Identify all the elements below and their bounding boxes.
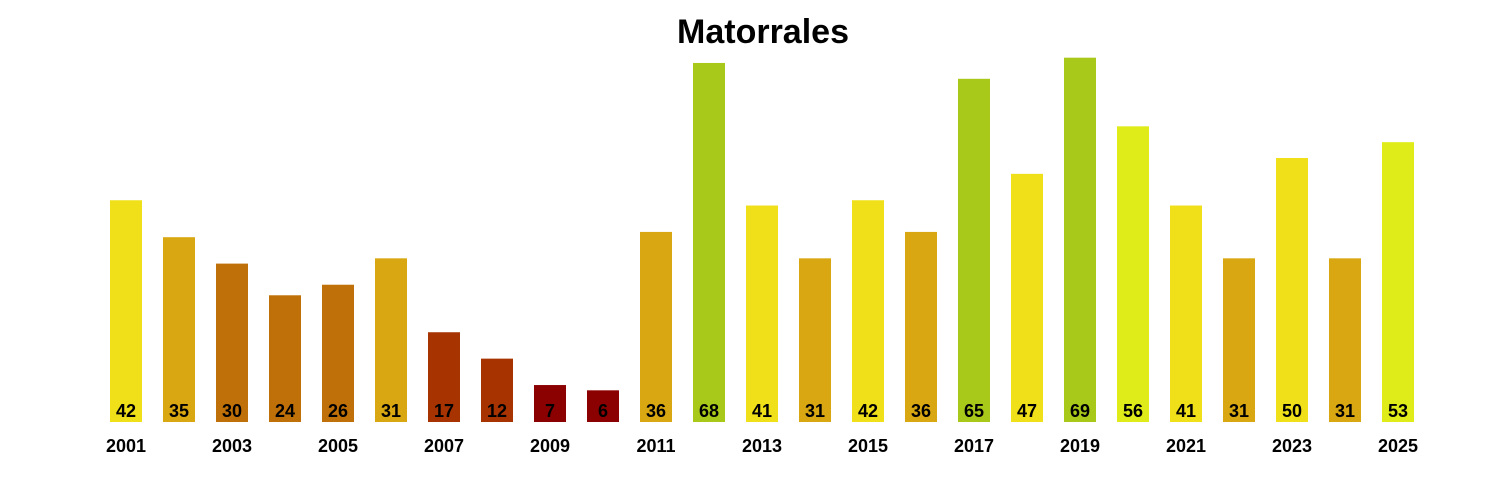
value-label-2011: 36 (646, 401, 666, 421)
bar-2018 (1011, 173, 1043, 422)
value-label-2005: 26 (328, 401, 348, 421)
bar-2024 (1329, 258, 1361, 422)
value-label-2021: 41 (1176, 401, 1196, 421)
chart-title: Matorrales (677, 13, 849, 51)
bar-2020 (1117, 126, 1149, 422)
value-label-2023: 50 (1282, 401, 1302, 421)
bar-2019 (1064, 57, 1096, 423)
bar-2025 (1382, 142, 1414, 422)
value-label-2007: 17 (434, 401, 454, 421)
value-label-2004: 24 (275, 401, 295, 421)
bars-group (110, 57, 1414, 423)
bar-2012 (693, 62, 725, 423)
x-tick-label-2007: 2007 (424, 436, 464, 456)
x-tick-label-2009: 2009 (530, 436, 570, 456)
bar-2010 (587, 390, 619, 422)
bar-2017 (958, 78, 990, 423)
bar-2022 (1223, 258, 1255, 422)
bar-2003 (216, 263, 248, 422)
bar-2005 (322, 284, 354, 422)
x-tick-label-2017: 2017 (954, 436, 994, 456)
value-label-2015: 42 (858, 401, 878, 421)
value-label-2022: 31 (1229, 401, 1249, 421)
value-label-2009: 7 (545, 401, 555, 421)
x-tick-label-2001: 2001 (106, 436, 146, 456)
bar-2023 (1276, 158, 1308, 422)
value-label-2017: 65 (964, 401, 984, 421)
value-label-2008: 12 (487, 401, 507, 421)
bar-2013 (746, 205, 778, 422)
x-tick-labels-group: 2001 2003 2005 2007 2009 2011 2013 2015 2017 2019… (106, 436, 1418, 456)
x-tick-label-2005: 2005 (318, 436, 358, 456)
bar-2001 (110, 200, 142, 422)
bar-2011 (640, 231, 672, 422)
value-label-2019: 69 (1070, 401, 1090, 421)
x-tick-label-2019: 2019 (1060, 436, 1100, 456)
x-tick-label-2023: 2023 (1272, 436, 1312, 456)
bar-2021 (1170, 205, 1202, 422)
bar-2006 (375, 258, 407, 422)
value-label-2013: 41 (752, 401, 772, 421)
x-tick-label-2011: 2011 (636, 436, 675, 456)
bar-2004 (269, 295, 301, 422)
bar-2009 (534, 385, 566, 422)
x-tick-label-2013: 2013 (742, 436, 782, 456)
x-tick-label-2021: 2021 (1166, 436, 1206, 456)
value-label-2010: 6 (598, 401, 608, 421)
x-tick-label-2025: 2025 (1378, 436, 1418, 456)
bar-2016 (905, 231, 937, 422)
value-label-2003: 30 (222, 401, 242, 421)
x-tick-label-2003: 2003 (212, 436, 252, 456)
value-label-2012: 68 (699, 401, 719, 421)
value-label-2014: 31 (805, 401, 825, 421)
x-tick-label-2015: 2015 (848, 436, 888, 456)
bar-2015 (852, 200, 884, 422)
value-label-2001: 42 (116, 401, 136, 421)
value-label-2006: 31 (381, 401, 401, 421)
value-label-2025: 53 (1388, 401, 1408, 421)
value-label-2018: 47 (1017, 401, 1037, 421)
bar-2007 (428, 332, 460, 422)
value-labels-group: 42 35 30 24 26 31 17 12 7 6 36 68 41 31 42 36 65 47 69 56 41… (116, 401, 1408, 421)
value-label-2024: 31 (1335, 401, 1355, 421)
value-label-2020: 56 (1123, 401, 1143, 421)
value-label-2002: 35 (169, 401, 189, 421)
bar-2008 (481, 358, 513, 422)
value-label-2016: 36 (911, 401, 931, 421)
bar-2014 (799, 258, 831, 422)
bar-2002 (163, 237, 195, 422)
